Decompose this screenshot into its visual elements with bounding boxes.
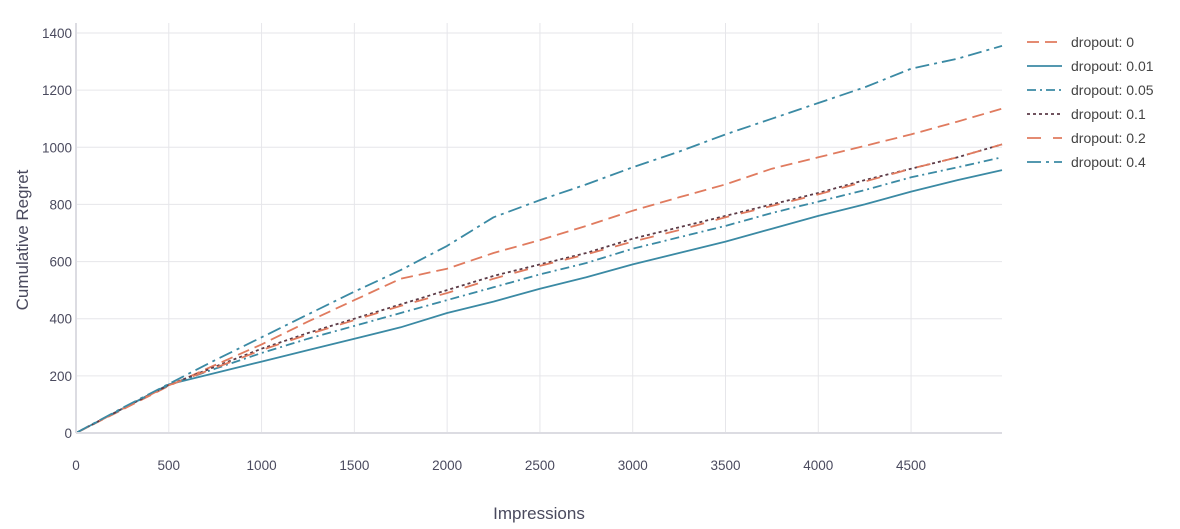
x-tick-label: 3500 [710,458,740,473]
gridlines [75,23,1002,434]
legend-label-3: dropout: 0.1 [1071,106,1146,122]
x-tick-label: 2000 [432,458,462,473]
x-tick-label: 3000 [618,458,648,473]
x-tick-label: 2500 [525,458,555,473]
y-tick-label: 1400 [42,26,72,41]
x-tick-label: 0 [72,458,80,473]
x-tick-label: 1000 [247,458,277,473]
series-line-1 [75,169,1003,434]
x-tick-labels: 0 500 1000 1500 2000 2500 3000 3500 4000 4500 [72,458,926,473]
y-tick-label: 800 [49,197,72,212]
y-tick-label: 400 [49,312,72,327]
x-tick-label: 4000 [803,458,833,473]
x-tick-label: 4500 [896,458,926,473]
series-line-0 [75,107,1003,434]
series-lines [75,45,1003,434]
legend-label-1: dropout: 0.01 [1071,58,1154,74]
y-tick-label: 600 [49,255,72,270]
x-tick-label: 500 [158,458,181,473]
y-tick-label: 1200 [42,83,72,98]
y-tick-label: 0 [64,426,72,441]
x-axis-title: Impressions [493,504,585,523]
y-tick-label: 200 [49,369,72,384]
legend-label-2: dropout: 0.05 [1071,82,1154,98]
series-line-3 [75,143,1003,434]
x-tick-label: 1500 [339,458,369,473]
y-tick-labels: 0 200 400 600 800 1000 1200 1400 [42,26,72,441]
legend-label-0: dropout: 0 [1071,34,1134,50]
legend-label-5: dropout: 0.4 [1071,154,1146,170]
y-tick-label: 1000 [42,140,72,155]
series-line-4 [75,143,1003,434]
legend-label-4: dropout: 0.2 [1071,130,1146,146]
y-axis-title: Cumulative Regret [13,169,32,310]
series-line-5 [75,45,1003,434]
series-line-2 [75,156,1003,434]
axes [75,23,1002,434]
legend: dropout: 0 dropout: 0.01 dropout: 0.05 drop… [1027,34,1154,170]
